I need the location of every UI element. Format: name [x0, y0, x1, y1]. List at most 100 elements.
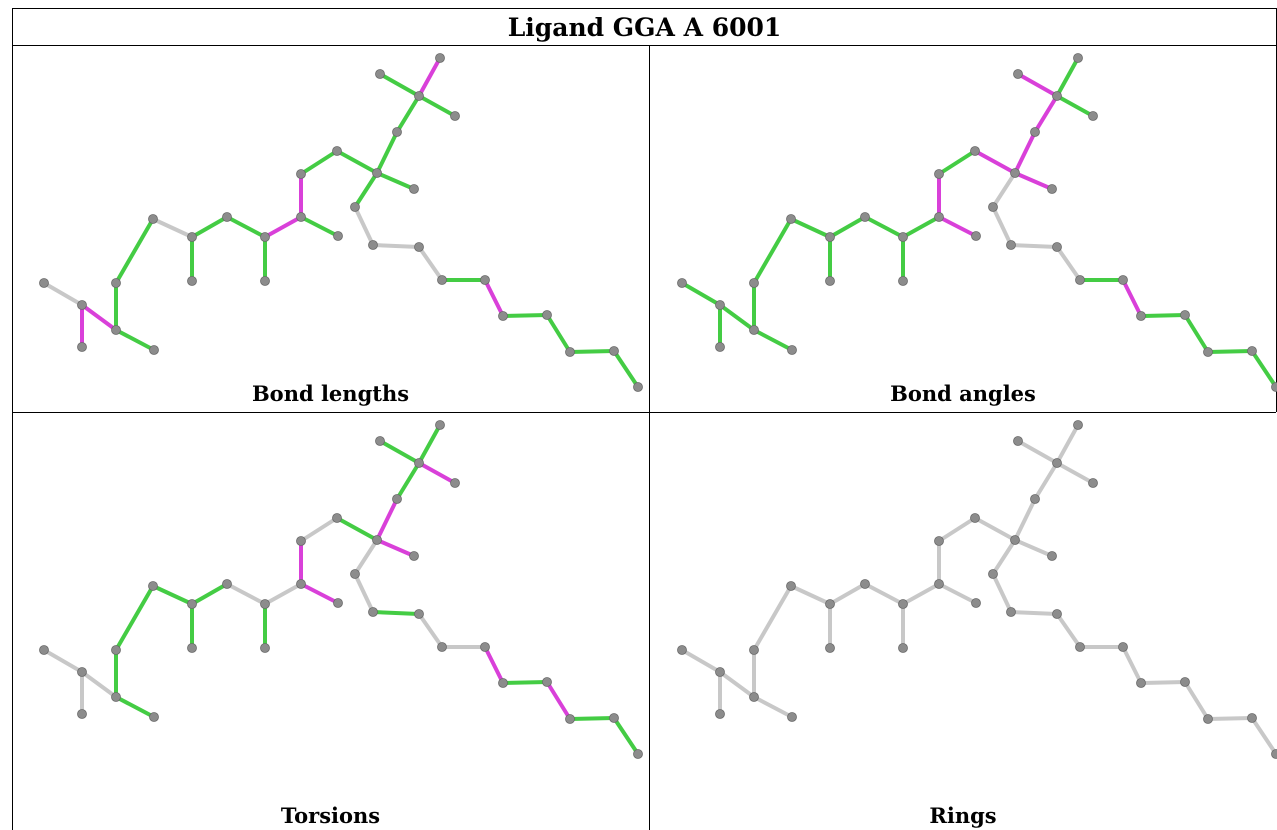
atom	[296, 536, 306, 546]
atom	[1136, 311, 1146, 321]
bond	[151, 217, 194, 239]
bond	[1033, 461, 1059, 501]
bond	[680, 648, 722, 674]
bond	[1121, 278, 1143, 318]
bond	[151, 584, 194, 606]
bond	[378, 439, 421, 465]
bond	[973, 516, 1017, 542]
atom	[260, 643, 270, 653]
bond	[991, 572, 1013, 614]
bond	[1055, 612, 1082, 649]
atom	[437, 642, 447, 652]
atom	[1203, 714, 1213, 724]
atom	[333, 231, 343, 241]
bond	[789, 217, 832, 239]
bond	[114, 584, 155, 652]
atom	[450, 478, 460, 488]
atom	[565, 347, 575, 357]
bond	[375, 171, 416, 191]
bond	[863, 215, 905, 239]
atom	[375, 436, 385, 446]
atom	[1006, 607, 1016, 617]
bond	[991, 205, 1013, 247]
atom	[480, 642, 490, 652]
bond	[335, 149, 379, 175]
bond	[42, 281, 84, 307]
atom	[1052, 242, 1062, 252]
bond	[680, 281, 722, 307]
atom	[77, 709, 87, 719]
bond	[42, 648, 84, 674]
bond	[1055, 423, 1080, 465]
bond	[1055, 245, 1082, 282]
atom	[898, 276, 908, 286]
bond	[378, 72, 421, 98]
atom	[260, 232, 270, 242]
bond	[353, 171, 379, 209]
bond	[1250, 716, 1277, 756]
panel-bond-angles: Bond angles	[650, 46, 1277, 412]
atom	[296, 169, 306, 179]
atom	[222, 212, 232, 222]
bond	[937, 582, 978, 605]
bond	[80, 303, 118, 332]
atom	[609, 713, 619, 723]
bond	[335, 516, 379, 542]
atom	[1013, 436, 1023, 446]
atom	[1052, 609, 1062, 619]
bond	[1009, 243, 1059, 249]
atom	[480, 275, 490, 285]
atom	[786, 214, 796, 224]
atom	[77, 667, 87, 677]
atom	[1052, 458, 1062, 468]
atom	[1247, 346, 1257, 356]
atom	[450, 111, 460, 121]
bond	[1013, 171, 1054, 191]
atom	[187, 232, 197, 242]
atom	[542, 310, 552, 320]
bond	[937, 215, 978, 238]
bond	[375, 538, 416, 558]
bond	[114, 217, 155, 285]
atom	[786, 581, 796, 591]
bond	[568, 349, 616, 354]
atom	[565, 714, 575, 724]
atom	[409, 551, 419, 561]
atom	[1180, 677, 1190, 687]
atom	[787, 345, 797, 355]
atom	[1013, 69, 1023, 79]
atom	[1271, 749, 1277, 759]
bond	[501, 313, 549, 318]
atom	[715, 300, 725, 310]
bond	[395, 94, 421, 134]
bond	[483, 278, 505, 318]
bond	[80, 670, 118, 699]
atom	[988, 569, 998, 579]
atom	[609, 346, 619, 356]
bond	[501, 680, 549, 685]
bond	[991, 538, 1017, 576]
panel-caption: Rings	[929, 803, 997, 828]
atom	[149, 345, 159, 355]
atom	[1006, 240, 1016, 250]
atom	[970, 146, 980, 156]
atom	[787, 712, 797, 722]
atom	[350, 569, 360, 579]
bond	[718, 303, 756, 332]
atom	[1047, 184, 1057, 194]
molecule-torsions	[39, 420, 643, 759]
atom	[77, 342, 87, 352]
panel-bond-lengths: Bond lengths	[12, 46, 649, 412]
bond	[417, 56, 442, 98]
atom	[825, 276, 835, 286]
atom	[368, 240, 378, 250]
bond	[1016, 72, 1059, 98]
atom	[39, 278, 49, 288]
atom	[414, 91, 424, 101]
bond	[973, 149, 1017, 175]
atom	[187, 599, 197, 609]
bond	[1206, 349, 1254, 354]
bond	[1013, 538, 1054, 558]
atom	[1010, 535, 1020, 545]
panel-caption: Torsions	[280, 803, 381, 828]
